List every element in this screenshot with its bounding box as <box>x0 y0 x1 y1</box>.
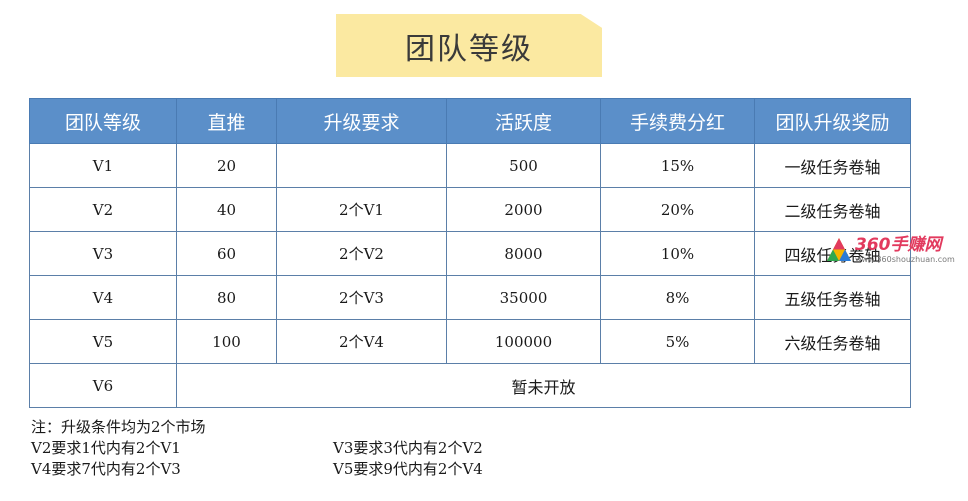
notes-heading: 注：升级条件均为2个市场 <box>31 418 206 436</box>
cell-direct: 40 <box>176 187 277 232</box>
watermark-logo-icon <box>827 238 851 261</box>
cell-level: V5 <box>29 319 177 364</box>
note-text: V4要求7代内有2个V3 <box>31 460 181 478</box>
cell-fee-share: 15% <box>600 143 755 188</box>
team-level-table: 团队等级 直推 升级要求 活跃度 手续费分红 团队升级奖励 V1 20 500 … <box>29 98 911 408</box>
cell-requirement: 2个V3 <box>276 275 447 320</box>
cell-level: V1 <box>29 143 177 188</box>
cell-requirement: 2个V2 <box>276 231 447 276</box>
cell-requirement: 2个V4 <box>276 319 447 364</box>
table-row: V6 暂未开放 <box>29 363 911 408</box>
cell-fee-share: 10% <box>600 231 755 276</box>
cell-reward: 四级任务卷轴 <box>754 231 911 276</box>
header-team-level: 团队等级 <box>29 98 177 144</box>
table-row: V3 60 2个V2 8000 10% 四级任务卷轴 <box>29 231 911 276</box>
header-requirement: 升级要求 <box>276 98 447 144</box>
cell-fee-share: 8% <box>600 275 755 320</box>
cell-reward: 五级任务卷轴 <box>754 275 911 320</box>
table-row: V2 40 2个V1 2000 20% 二级任务卷轴 <box>29 187 911 232</box>
page-title: 团队等级 <box>405 31 533 67</box>
cell-reward: 六级任务卷轴 <box>754 319 911 364</box>
title-banner: 团队等级 <box>336 14 602 77</box>
cell-level: V4 <box>29 275 177 320</box>
table-header-row: 团队等级 直推 升级要求 活跃度 手续费分红 团队升级奖励 <box>29 98 911 144</box>
watermark-url: www.360shouzhuan.com <box>855 254 955 264</box>
watermark: 360手赚网 www.360shouzhuan.com <box>826 233 964 267</box>
cell-direct: 60 <box>176 231 277 276</box>
cell-level: V3 <box>29 231 177 276</box>
notes-line: V2要求1代内有2个V1 V3要求3代内有2个V2 <box>31 438 483 459</box>
cell-activity: 100000 <box>446 319 601 364</box>
cell-fee-share: 5% <box>600 319 755 364</box>
cell-activity: 35000 <box>446 275 601 320</box>
cell-activity: 500 <box>446 143 601 188</box>
table-row: V1 20 500 15% 一级任务卷轴 <box>29 143 911 188</box>
table-row: V4 80 2个V3 35000 8% 五级任务卷轴 <box>29 275 911 320</box>
cell-level: V6 <box>29 363 177 408</box>
header-reward: 团队升级奖励 <box>754 98 911 144</box>
header-activity: 活跃度 <box>446 98 601 144</box>
cell-activity: 8000 <box>446 231 601 276</box>
watermark-text: 360手赚网 <box>855 234 942 255</box>
cell-reward: 二级任务卷轴 <box>754 187 911 232</box>
cell-direct: 100 <box>176 319 277 364</box>
cell-activity: 2000 <box>446 187 601 232</box>
cell-requirement <box>276 143 447 188</box>
table-row: V5 100 2个V4 100000 5% 六级任务卷轴 <box>29 319 911 364</box>
header-fee-share: 手续费分红 <box>600 98 755 144</box>
cell-direct: 80 <box>176 275 277 320</box>
cell-level: V2 <box>29 187 177 232</box>
cell-reward: 一级任务卷轴 <box>754 143 911 188</box>
notes-line: V4要求7代内有2个V3 V5要求9代内有2个V4 <box>31 459 483 480</box>
cell-fee-share: 20% <box>600 187 755 232</box>
note-text: V3要求3代内有2个V2 <box>333 439 483 457</box>
notes: 注：升级条件均为2个市场 V2要求1代内有2个V1 V3要求3代内有2个V2 V… <box>31 417 483 480</box>
cell-not-open: 暂未开放 <box>176 363 911 408</box>
cell-direct: 20 <box>176 143 277 188</box>
note-text: V5要求9代内有2个V4 <box>333 460 483 478</box>
note-text: V2要求1代内有2个V1 <box>31 439 181 457</box>
cell-requirement: 2个V1 <box>276 187 447 232</box>
header-direct: 直推 <box>176 98 277 144</box>
